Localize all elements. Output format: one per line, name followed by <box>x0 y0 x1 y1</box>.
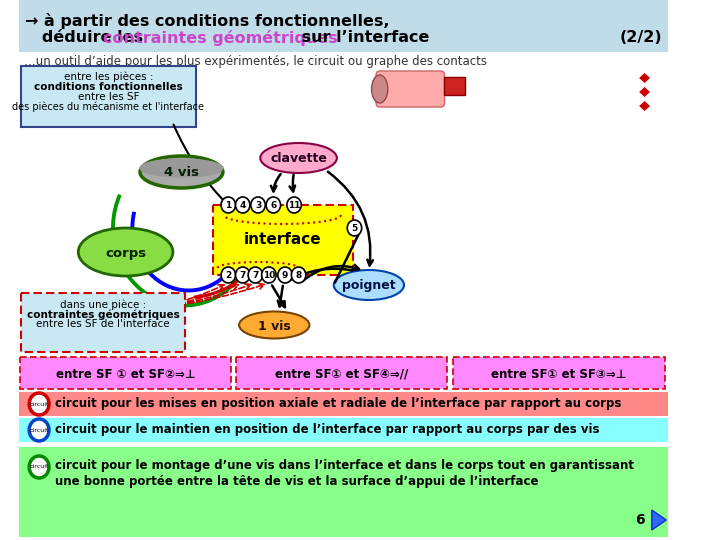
Ellipse shape <box>78 228 173 276</box>
Text: sur l’interface: sur l’interface <box>296 30 429 45</box>
Text: corps: corps <box>105 247 146 260</box>
Circle shape <box>266 197 281 213</box>
FancyBboxPatch shape <box>21 66 196 127</box>
Text: 4: 4 <box>240 201 246 210</box>
Text: 11: 11 <box>288 201 300 210</box>
Polygon shape <box>639 101 650 111</box>
Text: 6: 6 <box>270 201 276 210</box>
FancyBboxPatch shape <box>21 293 185 352</box>
FancyBboxPatch shape <box>236 357 447 389</box>
FancyBboxPatch shape <box>19 392 668 416</box>
Circle shape <box>261 267 276 283</box>
Text: 2: 2 <box>225 271 231 280</box>
Text: entre les pièces :: entre les pièces : <box>64 72 153 83</box>
Circle shape <box>287 197 301 213</box>
FancyBboxPatch shape <box>19 0 668 52</box>
Ellipse shape <box>140 159 223 177</box>
FancyBboxPatch shape <box>376 71 444 107</box>
FancyBboxPatch shape <box>453 357 665 389</box>
Text: circuit pour les mises en position axiale et radiale de l’interface par rapport : circuit pour les mises en position axial… <box>55 397 621 410</box>
Text: circuit: circuit <box>30 464 49 469</box>
FancyBboxPatch shape <box>213 205 353 275</box>
Text: 8: 8 <box>295 271 302 280</box>
Text: 4 vis: 4 vis <box>164 166 199 179</box>
Text: entre les SF de l'interface: entre les SF de l'interface <box>36 319 170 329</box>
Circle shape <box>251 197 265 213</box>
Circle shape <box>30 419 49 441</box>
Text: 3: 3 <box>255 201 261 210</box>
Circle shape <box>278 267 292 283</box>
Text: 1: 1 <box>225 201 231 210</box>
Text: entre SF① et SF③⇒⊥: entre SF① et SF③⇒⊥ <box>491 368 626 381</box>
FancyBboxPatch shape <box>19 418 668 442</box>
Text: (2/2): (2/2) <box>620 30 662 45</box>
Text: clavette: clavette <box>270 152 327 165</box>
Ellipse shape <box>239 312 310 339</box>
Text: entre les SF: entre les SF <box>78 92 139 102</box>
Text: → à partir des conditions fonctionnelles,: → à partir des conditions fonctionnelles… <box>24 13 390 29</box>
Text: des pièces du mécanisme et l'interface: des pièces du mécanisme et l'interface <box>12 102 204 112</box>
Text: circuit: circuit <box>30 428 49 433</box>
Text: 7: 7 <box>252 271 258 280</box>
Text: déduire les: déduire les <box>24 30 148 45</box>
FancyBboxPatch shape <box>444 77 465 95</box>
Ellipse shape <box>140 156 223 188</box>
Text: 7: 7 <box>240 271 246 280</box>
Text: circuit pour le maintien en position de l’interface par rapport au corps par des: circuit pour le maintien en position de … <box>55 423 600 436</box>
Circle shape <box>347 220 361 236</box>
Circle shape <box>292 267 306 283</box>
Text: contraintes géométriques: contraintes géométriques <box>27 309 179 320</box>
Ellipse shape <box>261 143 337 173</box>
Text: 9: 9 <box>282 271 288 280</box>
FancyBboxPatch shape <box>19 447 668 537</box>
Text: 6: 6 <box>635 513 644 527</box>
Circle shape <box>248 267 263 283</box>
Polygon shape <box>639 73 650 83</box>
Circle shape <box>235 267 250 283</box>
Text: entre SF ① et SF②⇒⊥: entre SF ① et SF②⇒⊥ <box>55 368 195 381</box>
Text: 10: 10 <box>263 271 275 280</box>
Text: conditions fonctionnelles: conditions fonctionnelles <box>34 82 183 92</box>
Text: 1 vis: 1 vis <box>258 320 291 333</box>
Circle shape <box>221 267 235 283</box>
Text: circuit pour le montage d’une vis dans l’interface et dans le corps tout en gara: circuit pour le montage d’une vis dans l… <box>55 459 634 472</box>
Text: dans une pièce :: dans une pièce : <box>60 299 146 309</box>
Text: poignet: poignet <box>342 280 396 293</box>
Text: circuit: circuit <box>30 402 49 407</box>
Ellipse shape <box>334 270 404 300</box>
Ellipse shape <box>372 75 388 103</box>
Text: une bonne portée entre la tête de vis et la surface d’appui de l’interface: une bonne portée entre la tête de vis et… <box>55 475 539 488</box>
Text: interface: interface <box>244 233 322 247</box>
FancyBboxPatch shape <box>19 442 668 447</box>
Circle shape <box>221 197 235 213</box>
Text: entre SF① et SF④⇒//: entre SF① et SF④⇒// <box>275 368 408 381</box>
Polygon shape <box>639 87 650 97</box>
Text: 5: 5 <box>351 224 358 233</box>
Polygon shape <box>652 510 666 530</box>
Circle shape <box>30 456 49 478</box>
Circle shape <box>30 393 49 415</box>
Circle shape <box>235 197 250 213</box>
FancyBboxPatch shape <box>20 357 231 389</box>
Text: …un outil d’aide pour les plus expérimentés, le circuit ou graphe des contacts: …un outil d’aide pour les plus expérimen… <box>24 55 487 68</box>
Text: contraintes géométriques: contraintes géométriques <box>103 30 338 46</box>
